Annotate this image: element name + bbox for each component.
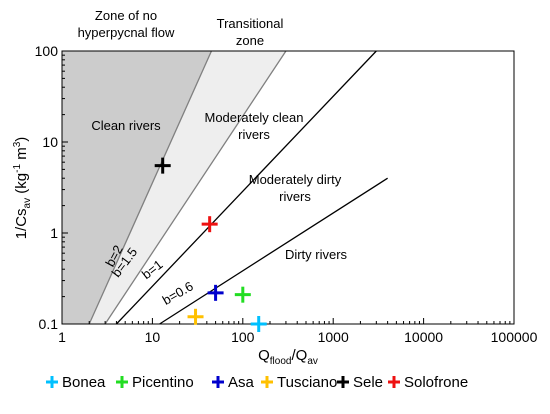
zone-label: rivers xyxy=(279,189,311,204)
zone-label: Transitional xyxy=(217,16,284,31)
zone-transitional xyxy=(89,51,286,324)
zone-label: Zone of no xyxy=(95,8,157,23)
x-tick-label: 10 xyxy=(145,329,161,345)
point-solofrone xyxy=(201,216,218,233)
y-tick-label: 1 xyxy=(50,225,58,241)
x-tick-label: 100 xyxy=(231,329,255,345)
point-tusciano xyxy=(187,308,204,325)
reference-line-1 xyxy=(104,50,287,325)
legend-label-tusciano: Tusciano xyxy=(277,374,337,391)
y-axis-label: 1/Csav (kg-1 m3) xyxy=(12,137,33,240)
legend-label-sele: Sele xyxy=(353,374,383,391)
legend: Bonea Picentino Asa Tusciano Sele Solofrone xyxy=(46,374,468,391)
legend-label-bonea: Bonea xyxy=(62,374,106,391)
y-tick-label: 0.1 xyxy=(39,316,59,332)
x-tick-label: 1000 xyxy=(318,329,349,345)
data-points-layer xyxy=(154,157,267,332)
point-sele xyxy=(154,157,171,174)
zones-layer xyxy=(62,51,286,324)
legend-label-asa: Asa xyxy=(228,374,255,391)
point-asa xyxy=(207,284,224,301)
reference-line-0 xyxy=(88,50,213,325)
x-tick-label: 10000 xyxy=(404,329,443,345)
y-tick-label: 100 xyxy=(35,43,59,59)
point-bonea xyxy=(250,316,267,332)
y-tick-label: 10 xyxy=(42,134,58,150)
x-tick-label: 100000 xyxy=(491,329,538,345)
zone-label: Clean rivers xyxy=(91,118,161,133)
reference-line-3 xyxy=(159,177,388,325)
zone-label: hyperpycnal flow xyxy=(78,25,175,40)
zone-label: Dirty rivers xyxy=(285,247,348,262)
zone-labels-layer: Zone of no hyperpycnal flow Transitional zo… xyxy=(78,8,348,262)
x-tick-label: 1 xyxy=(58,329,66,345)
zone-label: zone xyxy=(236,33,264,48)
zone-no-hyperpycnal xyxy=(62,51,212,324)
legend-label-solofrone: Solofrone xyxy=(404,374,468,391)
y-axis-ticks: 0.1 1 10 100 xyxy=(35,43,68,332)
reference-line-2 xyxy=(115,50,377,325)
reference-lines-layer xyxy=(88,50,388,325)
zone-label: rivers xyxy=(238,127,270,142)
legend-label-picentino: Picentino xyxy=(132,374,194,391)
plot-frame xyxy=(61,50,515,325)
zone-label: Moderately clean xyxy=(205,110,304,125)
zone-label: Moderately dirty xyxy=(249,172,342,187)
x-axis-label: Qflood/Qav xyxy=(258,347,318,367)
point-picentino xyxy=(234,286,251,303)
